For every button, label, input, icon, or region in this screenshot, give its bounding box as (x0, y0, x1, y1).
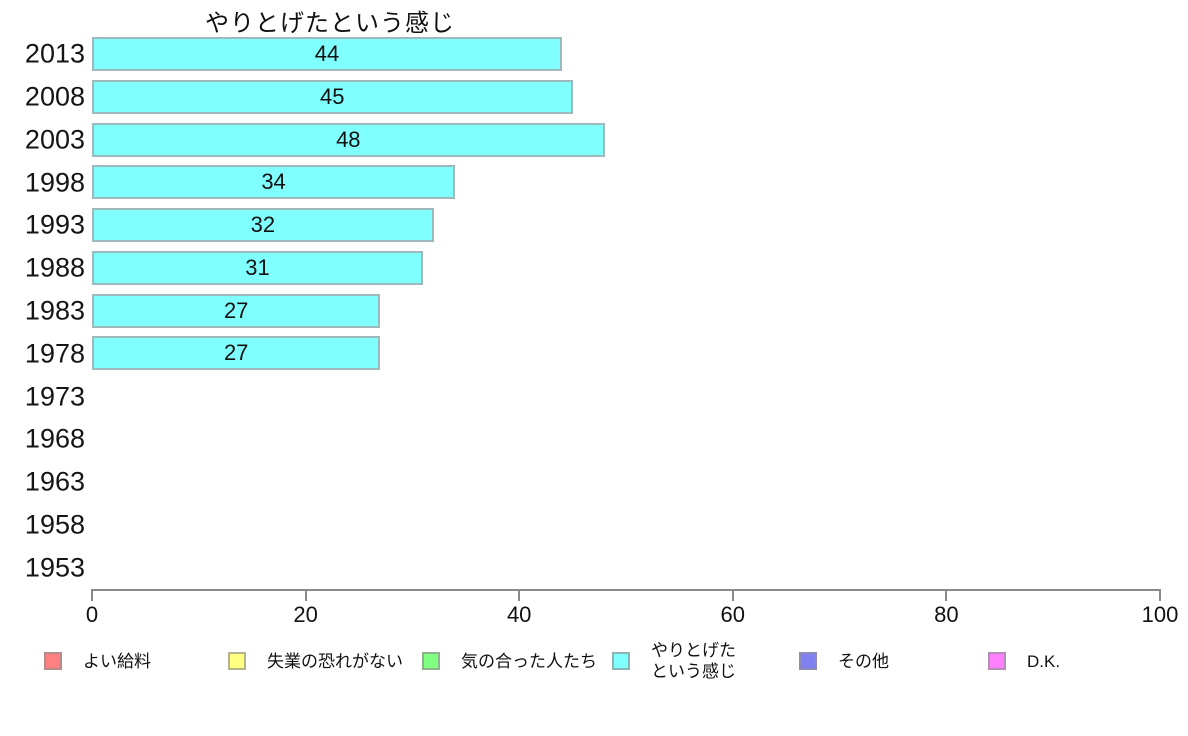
chart-row: 2013 44 (0, 33, 1160, 76)
bar-track: 44 (92, 37, 1160, 71)
bar-1978[interactable]: 27 (92, 336, 381, 371)
chart-row: 1983 27 (0, 290, 1160, 333)
bar-1998[interactable]: 34 (92, 165, 456, 200)
legend-label: 失業の恐れがない (267, 651, 403, 671)
plot-area: 2013 44 2008 45 2003 48 19 (0, 33, 1160, 589)
legend-item-compatible-people[interactable]: 気の合った人たち (422, 651, 597, 671)
bar-track (92, 550, 1160, 584)
chart-row: 1958 (0, 503, 1160, 546)
legend-label: やりとげた という感じ (651, 641, 736, 681)
chart-row: 2003 48 (0, 119, 1160, 162)
year-label: 2013 (24, 38, 85, 69)
bar-track: 48 (92, 122, 1160, 157)
legend-item-no-unemployment-fear[interactable]: 失業の恐れがない (228, 651, 403, 671)
x-axis-tick (304, 589, 307, 601)
chart-title: やりとげたという感じ (205, 10, 455, 37)
x-axis-tick-label: 60 (720, 602, 746, 627)
bar-1983[interactable]: 27 (92, 293, 381, 328)
year-label: 2003 (24, 124, 85, 155)
year-label: 1978 (24, 338, 85, 369)
chart-row: 1953 (0, 546, 1160, 589)
bar-track: 31 (92, 250, 1160, 285)
bar-track: 45 (92, 79, 1160, 114)
legend-item-other[interactable]: その他 (799, 651, 889, 671)
bar-value-label: 45 (320, 83, 345, 109)
bar-2013[interactable]: 44 (92, 37, 562, 71)
chart-row: 1993 32 (0, 204, 1160, 247)
year-label: 1983 (24, 295, 85, 326)
bar-track (92, 465, 1160, 499)
year-label: 2008 (24, 81, 85, 112)
bar-1988[interactable]: 31 (92, 250, 424, 285)
bar-track: 34 (92, 165, 1160, 200)
year-label: 1963 (24, 466, 85, 497)
year-label: 1998 (24, 167, 85, 198)
legend-swatch-icon (612, 652, 630, 670)
chart-row: 1973 (0, 375, 1160, 418)
legend-swatch-icon (228, 652, 246, 670)
bar-value-label: 44 (314, 41, 340, 66)
bar-value-label: 32 (250, 212, 276, 238)
bar-track (92, 379, 1160, 413)
chart-row: 1998 34 (0, 161, 1160, 204)
x-axis-tick (1159, 589, 1161, 601)
year-label: 1958 (24, 509, 85, 540)
bar-2008[interactable]: 45 (92, 79, 573, 114)
x-axis-tick-label: 0 (85, 602, 99, 627)
year-label: 1953 (24, 552, 85, 583)
x-axis: 0 20 40 60 80 100 (86, 589, 1178, 629)
chart-row: 1988 31 (0, 247, 1160, 290)
bar-track (92, 422, 1160, 456)
bar-track: 27 (92, 336, 1160, 371)
bar-value-label: 31 (245, 254, 270, 280)
legend-label: 気の合った人たち (461, 651, 597, 671)
bar-track: 32 (92, 208, 1160, 243)
year-label: 1968 (24, 423, 85, 454)
chart-row: 1968 (0, 418, 1160, 461)
legend-item-dk[interactable]: D.K. (988, 651, 1061, 671)
legend-label: よい給料 (83, 651, 151, 671)
bar-value-label: 27 (223, 297, 249, 323)
bar-value-label: 34 (261, 169, 286, 195)
x-axis-tick-label: 20 (293, 602, 318, 627)
bar-1993[interactable]: 32 (92, 208, 434, 243)
legend-swatch-icon (799, 652, 817, 670)
bar-value-label: 27 (223, 340, 249, 366)
bar-track (92, 507, 1160, 541)
legend-swatch-icon (988, 652, 1006, 670)
year-label: 1993 (24, 209, 85, 240)
year-label: 1973 (24, 381, 85, 411)
x-axis-tick (731, 589, 734, 601)
chart-row: 2008 45 (0, 76, 1160, 119)
x-axis-tick (91, 589, 93, 601)
x-axis-line (92, 589, 1160, 591)
legend-swatch-icon (44, 652, 62, 670)
bar-value-label: 48 (336, 126, 361, 152)
x-axis-tick-label: 80 (934, 602, 959, 627)
legend-swatch-icon (422, 652, 440, 670)
x-axis-tick (945, 589, 948, 601)
legend-item-sense-of-accomplishment[interactable]: やりとげた という感じ (612, 641, 736, 681)
chart-row: 1963 (0, 461, 1160, 504)
x-axis-tick (518, 589, 521, 601)
x-axis-tick-label: 40 (506, 602, 532, 627)
legend-item-good-salary[interactable]: よい給料 (44, 651, 151, 671)
legend-label: D.K. (1027, 651, 1061, 671)
x-axis-tick-label: 100 (1141, 602, 1179, 627)
bar-2003[interactable]: 48 (92, 122, 605, 157)
year-label: 1988 (24, 252, 85, 283)
chart-row: 1978 27 (0, 332, 1160, 375)
legend-label: その他 (838, 651, 889, 671)
bar-track: 27 (92, 293, 1160, 328)
